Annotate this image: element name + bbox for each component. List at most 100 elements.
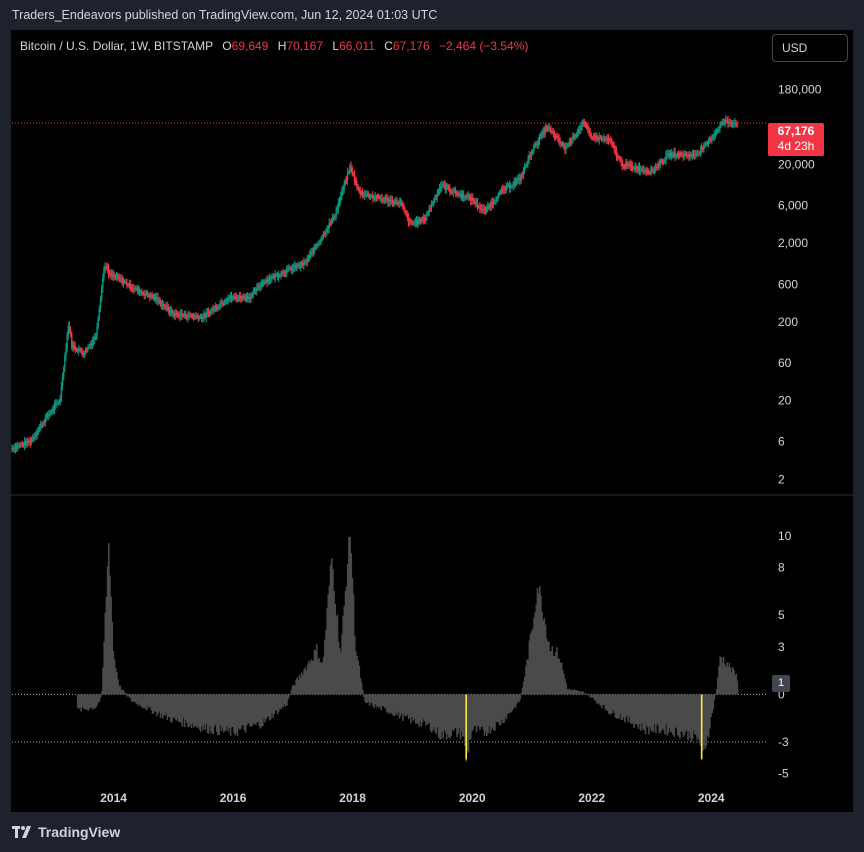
oscillator-bar [132,694,134,702]
price-candle [535,143,537,145]
oscillator-bar [659,694,662,733]
price-candle [154,296,157,300]
oscillator-bar [174,694,177,720]
price-candle [312,251,314,253]
last-price-value: 67,176 [777,124,815,138]
price-candle [621,162,623,167]
price-candle [60,385,63,398]
oscillator-bar [622,694,625,718]
oscillator-bar [336,614,339,695]
price-candle [44,418,47,423]
price-candle [241,298,243,300]
price-candle [672,153,674,157]
price-candle [625,163,627,167]
price-candle [215,306,218,309]
oscillator-bar [451,694,454,730]
oscillator-bar [399,694,402,716]
price-axis-tick: 2 [778,472,785,486]
oscillator-bar [683,694,686,735]
oscillator-bar [406,694,409,715]
price-candle [161,304,164,306]
oscillator-bar [153,694,156,712]
price-candle [700,147,703,151]
oscillator-bar [432,694,434,731]
oscillator-bar [151,694,154,714]
oscillator-axis-tick: 0 [778,687,785,701]
oscillator-bar [645,694,648,725]
price-candle [196,315,198,317]
oscillator-bar [426,694,428,724]
oscillator-bar [513,694,516,707]
price-candle [539,134,542,138]
price-candle [699,150,702,154]
price-candle [15,445,18,449]
open-value: 69,649 [231,39,269,53]
price-candle [319,241,321,243]
price-candle [195,315,197,317]
oscillator-bar [275,694,278,711]
price-candle [698,153,700,155]
price-candle [589,131,591,135]
price-candle [89,344,91,347]
oscillator-bar [449,694,451,739]
oscillator-bar [250,694,253,727]
price-candle [405,212,407,214]
price-candle [13,447,15,450]
oscillator-bar [367,694,370,702]
price-candle [638,166,641,171]
price-candle [284,273,287,275]
price-candle [606,137,609,141]
oscillator-bar [266,694,269,717]
oscillator-bar [492,694,495,731]
oscillator-bar [532,628,534,695]
oscillator-bar [573,689,576,695]
oscillator-bar [473,694,476,726]
oscillator-bar [305,670,308,695]
oscillator-bar [674,694,677,728]
oscillator-bar [120,690,123,695]
oscillator-bar [642,694,644,730]
price-candle [71,334,73,348]
price-candle [583,121,586,125]
oscillator-bar [515,694,518,704]
indicator-value-tag: 1 [772,675,790,692]
price-candle [40,424,42,427]
oscillator-bar [609,694,611,715]
oscillator-bar [528,640,531,695]
price-candle [653,169,656,171]
oscillator-bar [295,679,297,695]
oscillator-bar [633,694,635,728]
chart-area[interactable] [11,30,853,812]
price-candle [137,289,140,292]
tradingview-logo[interactable]: TradingView [12,824,120,840]
oscillator-bar [482,694,485,730]
oscillator-bar [655,694,657,734]
price-candle [246,295,249,299]
price-candle [711,137,713,141]
price-candle [561,143,564,145]
oscillator-bar [567,689,570,695]
oscillator-bar [417,694,419,724]
price-candle [187,316,189,318]
oscillator-bar [543,618,546,695]
oscillator-bar [333,590,335,695]
price-candle [45,415,48,419]
price-candle [35,434,37,436]
price-candle [150,294,152,298]
price-candle [20,443,22,446]
price-candle [243,295,245,298]
oscillator-bar [534,612,536,695]
oscillator-bar [551,646,554,695]
oscillator-bar [360,682,363,695]
price-candle [642,168,644,171]
price-candle [299,266,302,268]
price-candle [452,191,455,193]
oscillator-bar [299,677,302,695]
price-candle [73,345,75,347]
oscillator-bar [587,694,589,696]
oscillator-bar [672,694,674,736]
oscillator-bar [157,694,159,714]
price-candle [385,198,388,200]
currency-button[interactable]: USD [772,34,848,62]
